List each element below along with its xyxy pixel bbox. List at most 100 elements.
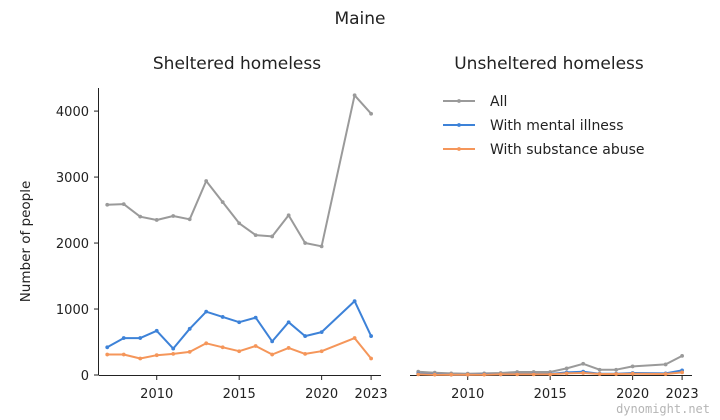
data-point (154, 353, 159, 358)
series-line-with-substance-abuse (107, 337, 372, 360)
data-point (303, 351, 308, 356)
data-point (270, 234, 275, 239)
data-point (154, 328, 159, 333)
data-point (286, 213, 291, 218)
panel-title: Sheltered homeless (153, 54, 321, 74)
data-point (187, 350, 192, 354)
data-point (369, 334, 374, 338)
data-point (663, 362, 668, 367)
data-point (581, 361, 586, 366)
data-point (171, 214, 176, 218)
series-with-substance-abuse (416, 370, 685, 377)
data-point (319, 244, 324, 249)
data-point (154, 218, 159, 222)
data-point (121, 202, 126, 207)
data-point (121, 352, 126, 357)
data-point (253, 233, 258, 238)
y-axis-label: Number of people (18, 181, 34, 303)
data-point (369, 356, 374, 361)
data-point (352, 93, 357, 98)
sheltered-panel: Sheltered homeless 2010 2015 2020 2023 0 1000 2… (18, 54, 388, 402)
legend-label: With substance abuse (490, 142, 645, 158)
data-point (680, 370, 685, 375)
data-point (303, 334, 308, 338)
data-point (614, 372, 619, 376)
data-point (498, 372, 503, 377)
data-point (237, 221, 242, 226)
data-point (369, 111, 374, 116)
series-line-with-mental-illness (106, 300, 373, 350)
data-point (564, 371, 569, 376)
x-tick-label: 2015 (223, 387, 256, 402)
data-point (286, 320, 291, 325)
data-point (171, 351, 176, 356)
data-point (286, 346, 291, 350)
data-point (548, 372, 553, 377)
unsheltered-panel: Unsheltered homeless 2010 2015 2020 2023 (410, 54, 699, 402)
x-tick-label: 2015 (534, 387, 567, 402)
figure-title: Maine (334, 9, 385, 29)
data-point (220, 345, 225, 350)
data-point (237, 349, 242, 354)
series-with-mental-illness (105, 299, 374, 351)
data-point (515, 372, 520, 377)
data-point (270, 339, 275, 344)
data-point (138, 336, 143, 340)
data-point (138, 214, 143, 219)
x-tick-label: 2010 (451, 387, 484, 402)
data-point (303, 241, 308, 245)
data-point (482, 372, 487, 377)
data-point (663, 372, 668, 376)
data-point (253, 344, 258, 348)
data-point (105, 202, 110, 207)
series-with-substance-abuse (105, 336, 374, 361)
data-point (220, 200, 225, 205)
legend-swatch-marker (457, 147, 461, 151)
data-point (432, 372, 437, 377)
legend: All With mental illness With substance abu… (443, 94, 645, 158)
data-point (465, 372, 470, 377)
data-point (416, 372, 421, 377)
x-tick-label: 2010 (140, 387, 173, 402)
data-point (352, 299, 357, 304)
data-point (220, 315, 225, 319)
data-point (187, 326, 192, 331)
data-point (204, 341, 209, 346)
data-point (204, 179, 209, 183)
data-point (204, 309, 209, 314)
data-point (564, 366, 569, 371)
panel-title: Unsheltered homeless (454, 54, 644, 74)
data-point (680, 353, 685, 358)
data-point (614, 367, 619, 372)
y-tick-label: 4000 (56, 105, 89, 120)
legend-item-all: All (443, 94, 507, 110)
data-point (597, 367, 602, 372)
series-line-all (418, 355, 683, 375)
x-tick-label: 2020 (305, 387, 338, 402)
data-point (531, 372, 536, 377)
data-point (105, 345, 110, 350)
data-point (449, 372, 454, 377)
x-tick-label: 2023 (666, 387, 699, 402)
series-line-with-substance-abuse (418, 371, 683, 376)
y-tick-label: 3000 (56, 171, 89, 186)
data-point (319, 349, 324, 354)
legend-item-with-mental-illness: With mental illness (443, 118, 624, 134)
series-all (105, 93, 374, 249)
x-tick-label: 2020 (616, 387, 649, 402)
legend-swatch-marker (457, 123, 461, 127)
y-tick-label: 2000 (56, 237, 89, 252)
data-point (597, 372, 602, 376)
series-line-all (107, 94, 372, 248)
legend-label: With mental illness (490, 118, 624, 134)
data-point (253, 315, 258, 320)
y-tick-label: 1000 (56, 303, 89, 318)
legend-item-with-substance-abuse: With substance abuse (443, 142, 645, 158)
data-point (171, 346, 176, 351)
data-point (121, 336, 126, 340)
legend-label: All (490, 94, 507, 110)
data-point (187, 217, 192, 222)
y-tick-label: 0 (81, 369, 89, 384)
data-point (270, 352, 275, 357)
